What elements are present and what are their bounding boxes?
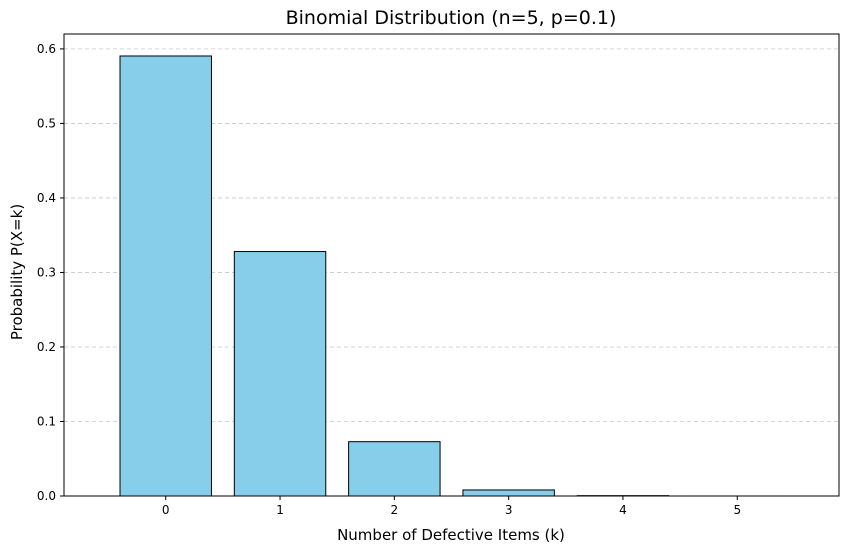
x-tick-label: 0 (162, 503, 170, 517)
bar-k-1 (234, 252, 325, 496)
y-tick-label: 0.2 (37, 340, 56, 354)
x-tick-label: 2 (391, 503, 399, 517)
bar-k-3 (463, 490, 554, 496)
y-tick-label: 0.4 (37, 191, 56, 205)
y-tick-label: 0.6 (37, 42, 56, 56)
y-axis-label: Probability P(X=k) (8, 204, 26, 340)
chart-title: Binomial Distribution (n=5, p=0.1) (286, 7, 617, 29)
y-tick-label: 0.1 (37, 414, 56, 428)
bar-k-0 (120, 56, 211, 496)
x-tick-label: 3 (505, 503, 513, 517)
x-tick-label: 4 (619, 503, 627, 517)
y-tick-label: 0.5 (37, 116, 56, 130)
bars (120, 56, 783, 496)
y-tick-label: 0.0 (37, 489, 56, 503)
x-tick-label: 5 (733, 503, 741, 517)
x-axis-label: Number of Defective Items (k) (337, 526, 565, 544)
bar-k-2 (349, 442, 440, 496)
y-tick-label: 0.3 (37, 265, 56, 279)
x-tick-label: 1 (276, 503, 284, 517)
